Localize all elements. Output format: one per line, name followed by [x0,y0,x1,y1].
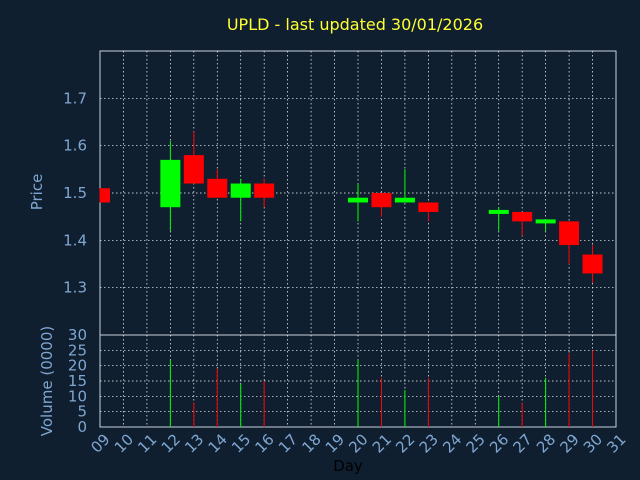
day-tick-label: 09 [87,430,113,456]
price-tick-label: 1.5 [63,184,87,202]
day-tick-label: 29 [556,430,582,456]
volume-tick-label: 0 [77,418,87,436]
candle-body [394,197,415,203]
candle-body [348,197,368,203]
candle-body [418,202,439,212]
day-tick-label: 19 [322,430,348,456]
candle-body [371,193,392,208]
volume-tick-label: 10 [68,387,87,405]
day-tick-label: 16 [252,430,278,456]
volume-tick-label: 25 [68,341,87,359]
day-tick-label: 18 [298,430,324,456]
candle-body [160,159,181,208]
price-panel: 1.3 1.4 1.5 1.6 1.7 [63,50,617,336]
candle-body [183,155,204,184]
day-tick-label: 28 [533,430,559,456]
volume-tick-label: 20 [68,357,87,375]
day-tick-label: 26 [486,430,512,456]
day-tick-label: 27 [510,430,536,456]
day-tick-label: 24 [439,430,465,456]
day-tick-label: 21 [369,430,395,456]
day-tick-label: 20 [345,430,371,456]
candle-body [559,221,580,246]
candle-body [535,219,556,224]
candle-body [582,254,603,274]
day-tick-label: 22 [392,430,418,456]
day-tick-label: 13 [181,430,207,456]
day-tick-labels: 0910111213141516171819202122232425262728… [87,430,629,456]
day-tick-label: 23 [416,430,442,456]
candle-body [207,178,228,198]
candle-body [254,183,275,198]
day-tick-label: 15 [228,430,254,456]
price-tick-label: 1.4 [63,231,87,249]
price-tick-label: 1.6 [63,137,87,155]
day-tick-label: 30 [580,430,606,456]
volume-tick-label: 30 [68,326,87,344]
price-axis-label: Price [28,174,46,211]
day-tick-label: 17 [275,430,301,456]
price-tick-label: 1.3 [63,279,87,297]
day-tick-label: 12 [158,430,184,456]
chart-title: UPLD - last updated 30/01/2026 [227,15,483,34]
volume-axis-label: Volume (0000) [38,326,56,436]
day-tick-label: 14 [205,430,231,456]
day-tick-label: 11 [134,430,160,456]
day-tick-label: 10 [111,430,137,456]
volume-tick-label: 15 [68,372,87,390]
price-tick-label: 1.7 [63,89,87,107]
candle-body [488,209,509,214]
candle-body [512,211,533,222]
day-axis-label: Day [333,457,363,475]
candle-body [230,183,251,198]
volume-tick-label: 5 [77,403,87,421]
day-tick-label: 25 [463,430,489,456]
candle-body [100,188,110,203]
day-tick-label: 31 [603,430,629,456]
